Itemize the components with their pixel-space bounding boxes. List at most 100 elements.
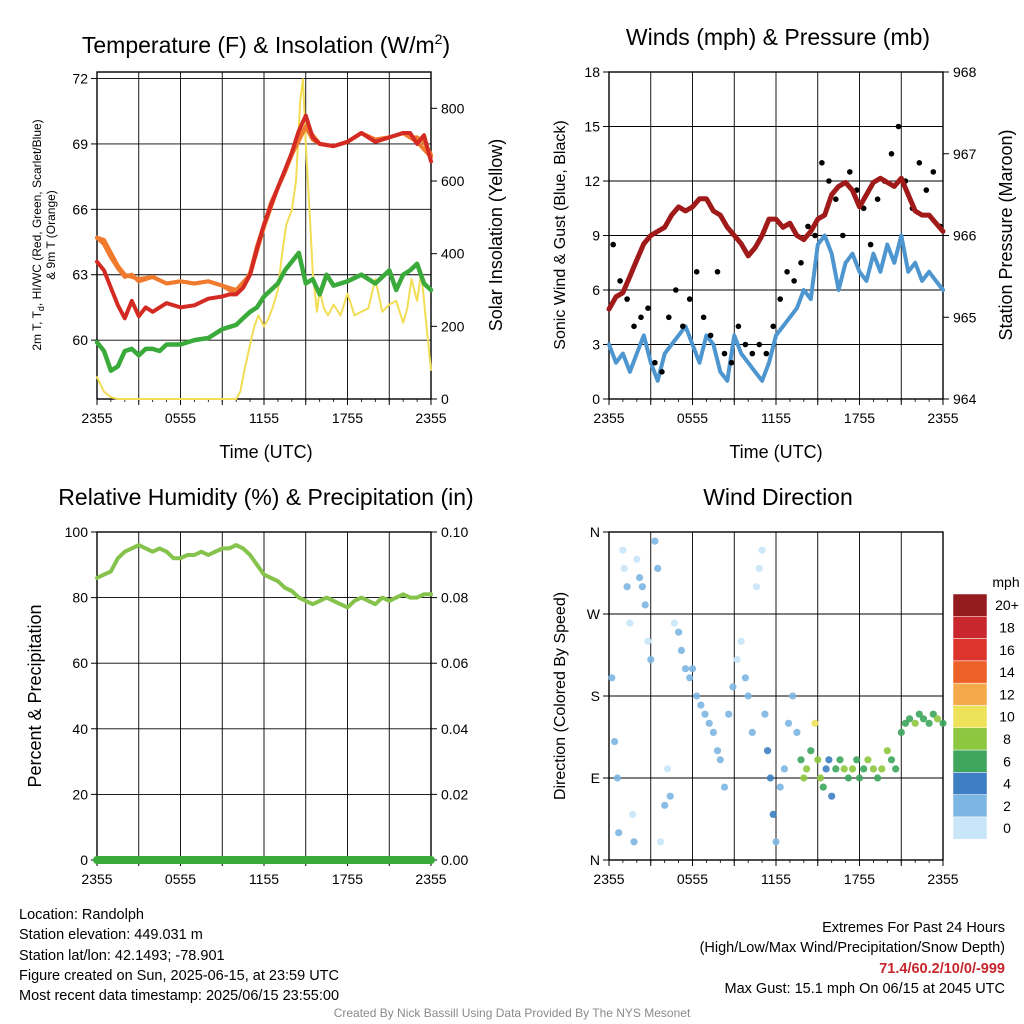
direction-point bbox=[883, 747, 891, 755]
station-info: Location: Randolph Station elevation: 44… bbox=[19, 905, 339, 1006]
subscript-d: d bbox=[36, 306, 46, 311]
direction-point bbox=[915, 710, 923, 718]
legend-title: mph bbox=[992, 574, 1019, 590]
gust-point bbox=[749, 350, 756, 357]
y-tick-label: 20 bbox=[72, 786, 88, 802]
direction-point bbox=[709, 728, 718, 737]
direction-point bbox=[697, 701, 705, 709]
gust-point bbox=[791, 278, 797, 284]
direction-point bbox=[784, 719, 793, 727]
direction-point bbox=[638, 583, 647, 591]
x-tick-label: 1755 bbox=[332, 410, 363, 426]
direction-point bbox=[814, 756, 822, 764]
direction-point bbox=[681, 665, 690, 673]
direction-point bbox=[733, 656, 741, 664]
direction-point bbox=[869, 765, 878, 773]
legend-label: 4 bbox=[1003, 776, 1011, 792]
gust-point bbox=[610, 241, 616, 248]
dewpoint-series-line bbox=[94, 250, 434, 373]
direction-point bbox=[906, 715, 914, 723]
y-tick-label: 72 bbox=[72, 71, 88, 87]
direction-point bbox=[911, 719, 919, 727]
y-tick-label: 12 bbox=[584, 173, 600, 189]
direction-point bbox=[887, 756, 896, 764]
insolation-series-line bbox=[96, 78, 432, 400]
direction-point bbox=[797, 756, 805, 764]
gust-point bbox=[819, 160, 825, 166]
direction-point bbox=[744, 692, 752, 700]
x-axis-label: Time (UTC) bbox=[729, 442, 822, 462]
x-tick-label: 0555 bbox=[165, 410, 196, 426]
direction-point bbox=[764, 747, 772, 755]
y-tick-label: E bbox=[591, 770, 600, 786]
direction-point bbox=[675, 628, 683, 636]
winds-title: Winds (mph) & Pressure (mb) bbox=[626, 24, 930, 50]
gust-point bbox=[652, 359, 658, 366]
legend-swatch bbox=[952, 705, 988, 729]
direction-point bbox=[663, 765, 672, 773]
direction-point bbox=[772, 838, 780, 846]
station-elevation: Station elevation: 449.031 m bbox=[19, 927, 203, 944]
x-tick-label: 2355 bbox=[81, 410, 112, 426]
direction-point bbox=[741, 674, 750, 682]
direction-point bbox=[705, 719, 713, 727]
x-tick-label: 2355 bbox=[415, 410, 446, 426]
y-right-tick-label: 0.10 bbox=[441, 524, 468, 540]
gust-point bbox=[847, 169, 853, 175]
y-tick-label: 18 bbox=[584, 64, 600, 80]
y-right-tick-label: 600 bbox=[441, 173, 465, 189]
y-tick-label: 63 bbox=[72, 267, 88, 283]
direction-title: Wind Direction bbox=[703, 484, 853, 510]
direction-point bbox=[755, 564, 763, 573]
gust-point bbox=[874, 196, 881, 202]
legend-swatch bbox=[952, 794, 988, 818]
direction-point bbox=[651, 537, 659, 545]
gust-point bbox=[895, 123, 902, 130]
temperature-panel: Temperature (F) & Insolation (W/m2) 60 63… bbox=[30, 31, 506, 462]
x-axis-label: Time (UTC) bbox=[219, 442, 312, 462]
gust-point bbox=[666, 314, 672, 321]
y-right-tick-label: 800 bbox=[441, 100, 465, 116]
y-right-tick-label: 968 bbox=[953, 64, 977, 80]
x-tick-label: 1755 bbox=[332, 871, 363, 887]
direction-point bbox=[686, 674, 694, 682]
gust-point bbox=[631, 323, 637, 330]
gust-point bbox=[673, 287, 679, 293]
gust-point bbox=[867, 241, 874, 248]
most-recent-timestamp: Most recent data timestamp: 2025/06/15 2… bbox=[19, 988, 340, 1005]
x-tick-label: 1155 bbox=[761, 871, 791, 887]
max-gust: Max Gust: 15.1 mph On 06/15 at 2045 UTC bbox=[724, 980, 1005, 997]
gust-point bbox=[923, 187, 930, 193]
direction-point bbox=[688, 665, 697, 673]
direction-point bbox=[654, 564, 662, 573]
direction-point bbox=[613, 774, 622, 782]
humidity-title: Relative Humidity (%) & Precipitation (i… bbox=[58, 484, 473, 510]
legend-label: 8 bbox=[1003, 731, 1011, 747]
direction-point bbox=[811, 719, 819, 727]
x-tick-label: 0555 bbox=[677, 410, 708, 426]
gust-point bbox=[798, 260, 804, 266]
winds-panel: Winds (mph) & Pressure (mb) 0 3 6 9 12 15 18 23… bbox=[552, 24, 1016, 462]
y-tick-label: S bbox=[591, 688, 600, 704]
station-location: Location: Randolph bbox=[19, 907, 144, 923]
y-tick-label: 3 bbox=[592, 337, 600, 353]
extremes-values: 71.4/60.2/10/0/-999 bbox=[879, 960, 1005, 977]
direction-point bbox=[647, 656, 655, 664]
legend-swatch bbox=[952, 816, 988, 840]
x-tick-label: 0555 bbox=[677, 871, 708, 887]
gust-point bbox=[700, 314, 707, 321]
direction-point bbox=[670, 619, 679, 627]
direction-point bbox=[874, 774, 882, 782]
gust-point bbox=[707, 332, 714, 339]
y-right-axis-label: Station Pressure (Maroon) bbox=[996, 129, 1016, 340]
y-tick-label: 80 bbox=[72, 590, 88, 606]
y-axis-label-rest: , HI/WC (Red, Green, Scarlet/Blue) bbox=[30, 119, 44, 306]
direction-point bbox=[769, 810, 777, 819]
direction-point bbox=[748, 728, 756, 737]
y-tick-label: 0 bbox=[592, 391, 600, 407]
direction-point bbox=[626, 619, 634, 627]
y-axis-label: Sonic Wind & Gust (Blue, Black) bbox=[552, 120, 569, 349]
direction-point bbox=[666, 792, 674, 800]
legend-swatch bbox=[952, 727, 988, 751]
direction-point bbox=[656, 838, 665, 846]
